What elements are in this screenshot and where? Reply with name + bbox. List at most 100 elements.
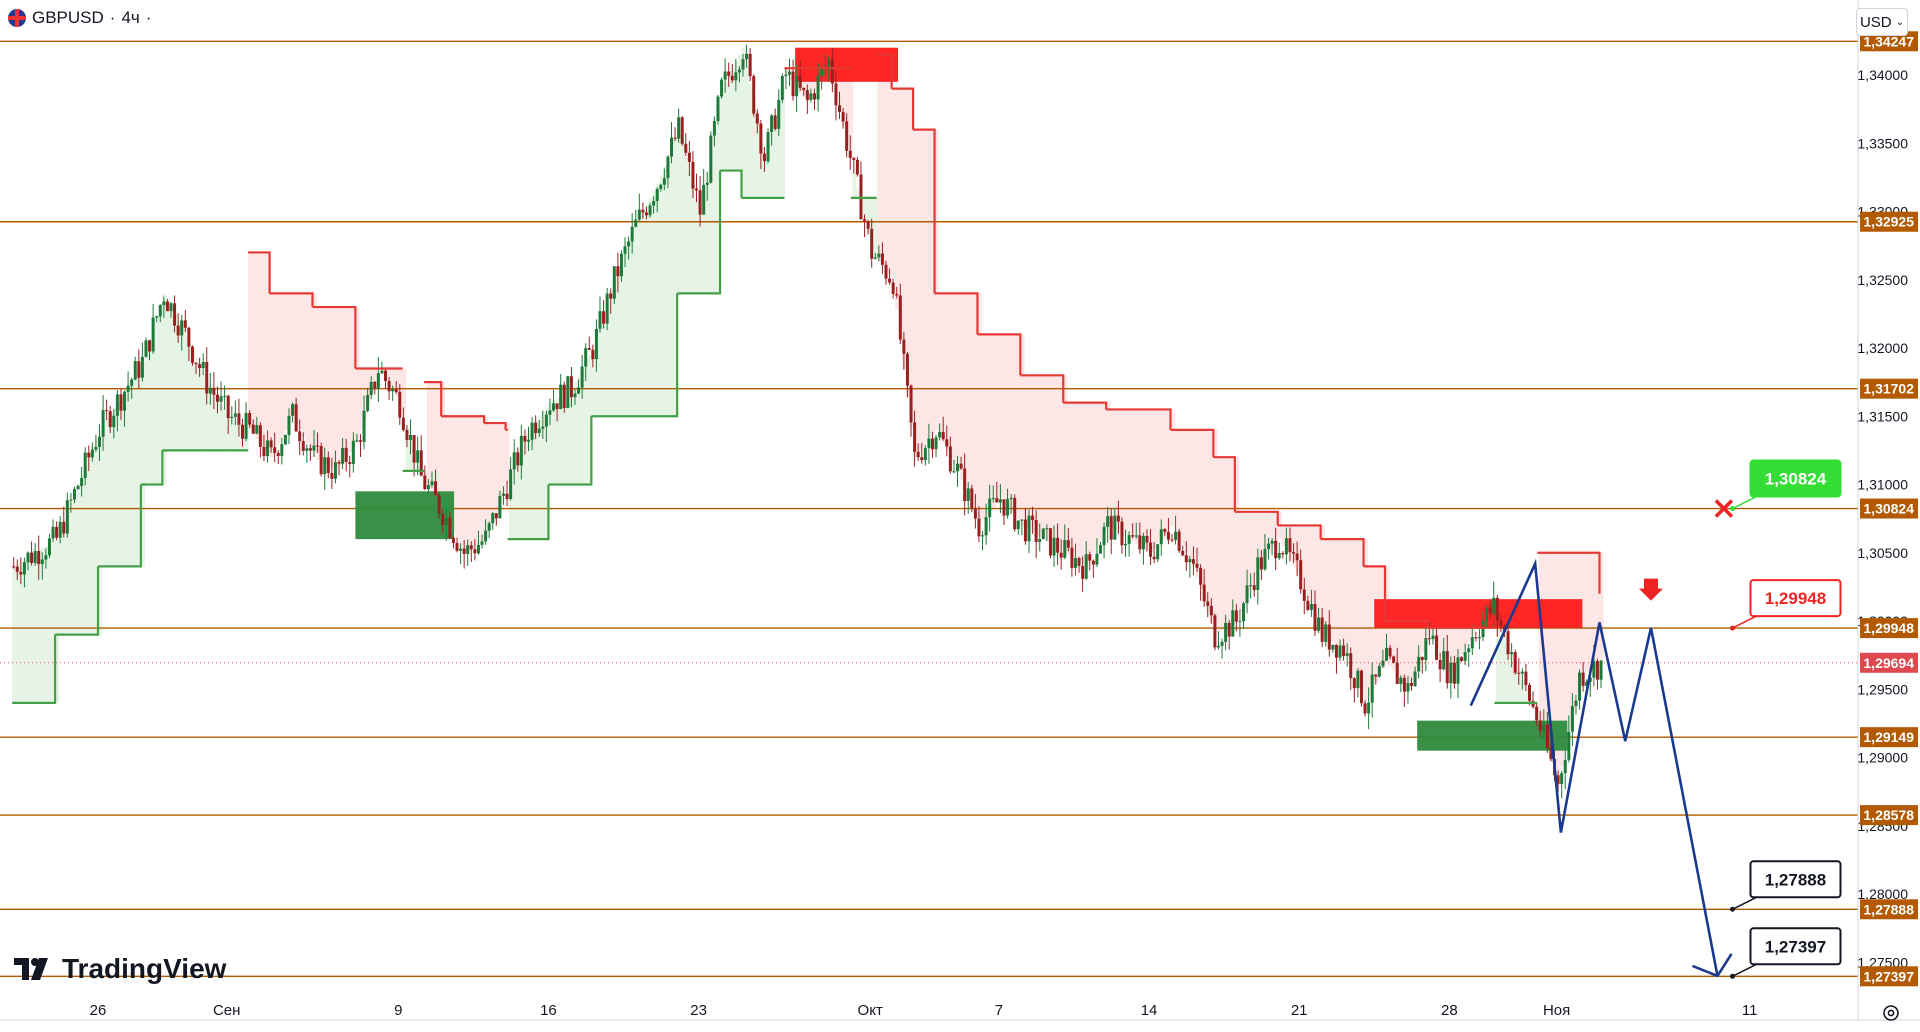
supertrend-fill-band	[94, 439, 99, 635]
supertrend-fill-band	[1556, 552, 1561, 785]
supertrend-segment	[1020, 374, 1065, 403]
candle-body	[459, 548, 463, 551]
callout-box	[1749, 860, 1842, 899]
candle-body	[1099, 545, 1102, 554]
supertrend-fill-band	[1406, 621, 1411, 690]
supertrend-fill-band	[58, 530, 63, 635]
supertrend-fill-band	[69, 502, 74, 635]
supertrend-fill-band	[720, 88, 725, 171]
supertrend-segment	[1106, 408, 1172, 430]
candle-body	[1184, 555, 1188, 563]
candle-body	[1442, 651, 1446, 670]
settings-gear-icon[interactable]	[1880, 1002, 1902, 1024]
supertrend-fill-band	[1120, 409, 1125, 535]
supertrend-fill-band	[466, 416, 471, 551]
supertrend-fill-band	[527, 429, 532, 540]
candle-body	[348, 462, 352, 464]
supertrend-fill-band	[1295, 525, 1300, 574]
supertrend-fill-band	[977, 293, 982, 526]
candle-body	[155, 316, 159, 318]
supertrend-fill-band	[1402, 621, 1408, 685]
candle-body	[283, 434, 287, 445]
level-price-tag-label: 1,34247	[1863, 33, 1914, 49]
supertrend-fill-band	[1088, 402, 1093, 560]
supertrend-fill-band	[1084, 402, 1089, 567]
supertrend-fill-band	[673, 138, 678, 417]
supertrend-fill-band	[1442, 627, 1447, 662]
supertrend-fill-band	[501, 423, 507, 494]
level-price-tag	[1860, 31, 1918, 52]
supertrend-fill-band	[1220, 457, 1225, 631]
level-price-tag-label: 1,27397	[1863, 968, 1914, 984]
tradingview-logo[interactable]: TradingView	[14, 953, 226, 985]
supertrend-fill-band	[1581, 552, 1586, 674]
supertrend-fill-band	[916, 129, 921, 453]
candle-body	[148, 340, 152, 352]
supertrend-fill-band	[155, 316, 160, 485]
supertrend-fill-band	[902, 88, 907, 369]
candle-body	[509, 469, 513, 500]
supertrend-fill-band	[112, 407, 117, 567]
candle-body	[662, 178, 666, 185]
y-tick-label: 1,32500	[1857, 272, 1908, 288]
supertrend-fill-band	[1327, 539, 1332, 640]
supertrend-fill-band	[1431, 627, 1436, 642]
supertrend-fill-band	[316, 307, 321, 460]
candle-body	[1277, 553, 1281, 559]
supertrend-fill-band	[1352, 539, 1357, 676]
candle-body	[1163, 529, 1167, 532]
symbol-header[interactable]: GBPUSD · 4ч ·	[8, 8, 151, 28]
supertrend-fill-band	[273, 293, 278, 451]
candle-body	[1410, 683, 1414, 686]
supertrend-segment	[720, 169, 743, 198]
supertrend-fill-band	[1395, 621, 1400, 676]
supertrend-segment	[634, 293, 679, 418]
candle-body	[1345, 653, 1349, 656]
supertrend-fill-band	[537, 416, 542, 540]
supertrend-fill-band	[344, 307, 349, 458]
callout-pointer	[1732, 615, 1757, 629]
supertrend-fill-band	[312, 293, 317, 458]
supertrend-fill-band	[448, 416, 453, 526]
candle-body	[1370, 674, 1374, 703]
supply-zone	[795, 47, 899, 82]
supertrend-fill-band	[587, 354, 592, 485]
supertrend-fill-band	[90, 448, 96, 635]
supertrend-fill-band	[1445, 627, 1450, 669]
supertrend-fill-band	[1474, 627, 1479, 631]
supertrend-fill-band	[1281, 525, 1286, 546]
candle-body	[519, 435, 523, 466]
candle-body	[187, 327, 191, 347]
currency-selector[interactable]: USD ⌄	[1856, 8, 1908, 36]
supertrend-fill-band	[541, 411, 546, 540]
supertrend-fill-band	[770, 129, 775, 198]
candle-body	[362, 410, 366, 442]
candle-body	[1488, 607, 1492, 614]
supertrend-fill-band	[630, 234, 635, 417]
current-price-tag-label: 1,29694	[1863, 655, 1914, 671]
candle-body	[366, 395, 370, 411]
candle-body	[1399, 677, 1403, 684]
candle-body	[1174, 531, 1178, 540]
x-tick-label: Ноя	[1543, 1002, 1570, 1019]
candle-body	[105, 410, 109, 412]
supertrend-fill-band	[76, 484, 81, 635]
candle-body	[1070, 547, 1074, 568]
supertrend-fill-band	[877, 54, 882, 262]
supertrend-fill-band	[1216, 457, 1222, 633]
supertrend-fill-band	[1506, 643, 1511, 703]
candle-body	[748, 53, 752, 77]
candle-body	[126, 385, 130, 392]
supertrend-fill-band	[1599, 552, 1604, 664]
supertrend-fill-band	[362, 368, 367, 419]
level-price-tag	[1860, 805, 1918, 826]
candle-body	[316, 445, 320, 447]
candle-body	[1274, 540, 1278, 559]
supertrend-segment	[934, 292, 979, 335]
supertrend-fill-band	[1002, 334, 1007, 503]
supertrend-fill-band	[1102, 402, 1107, 533]
candle-body	[165, 301, 169, 312]
supertrend-fill-band	[691, 184, 696, 294]
supertrend-fill-band	[1563, 552, 1568, 749]
